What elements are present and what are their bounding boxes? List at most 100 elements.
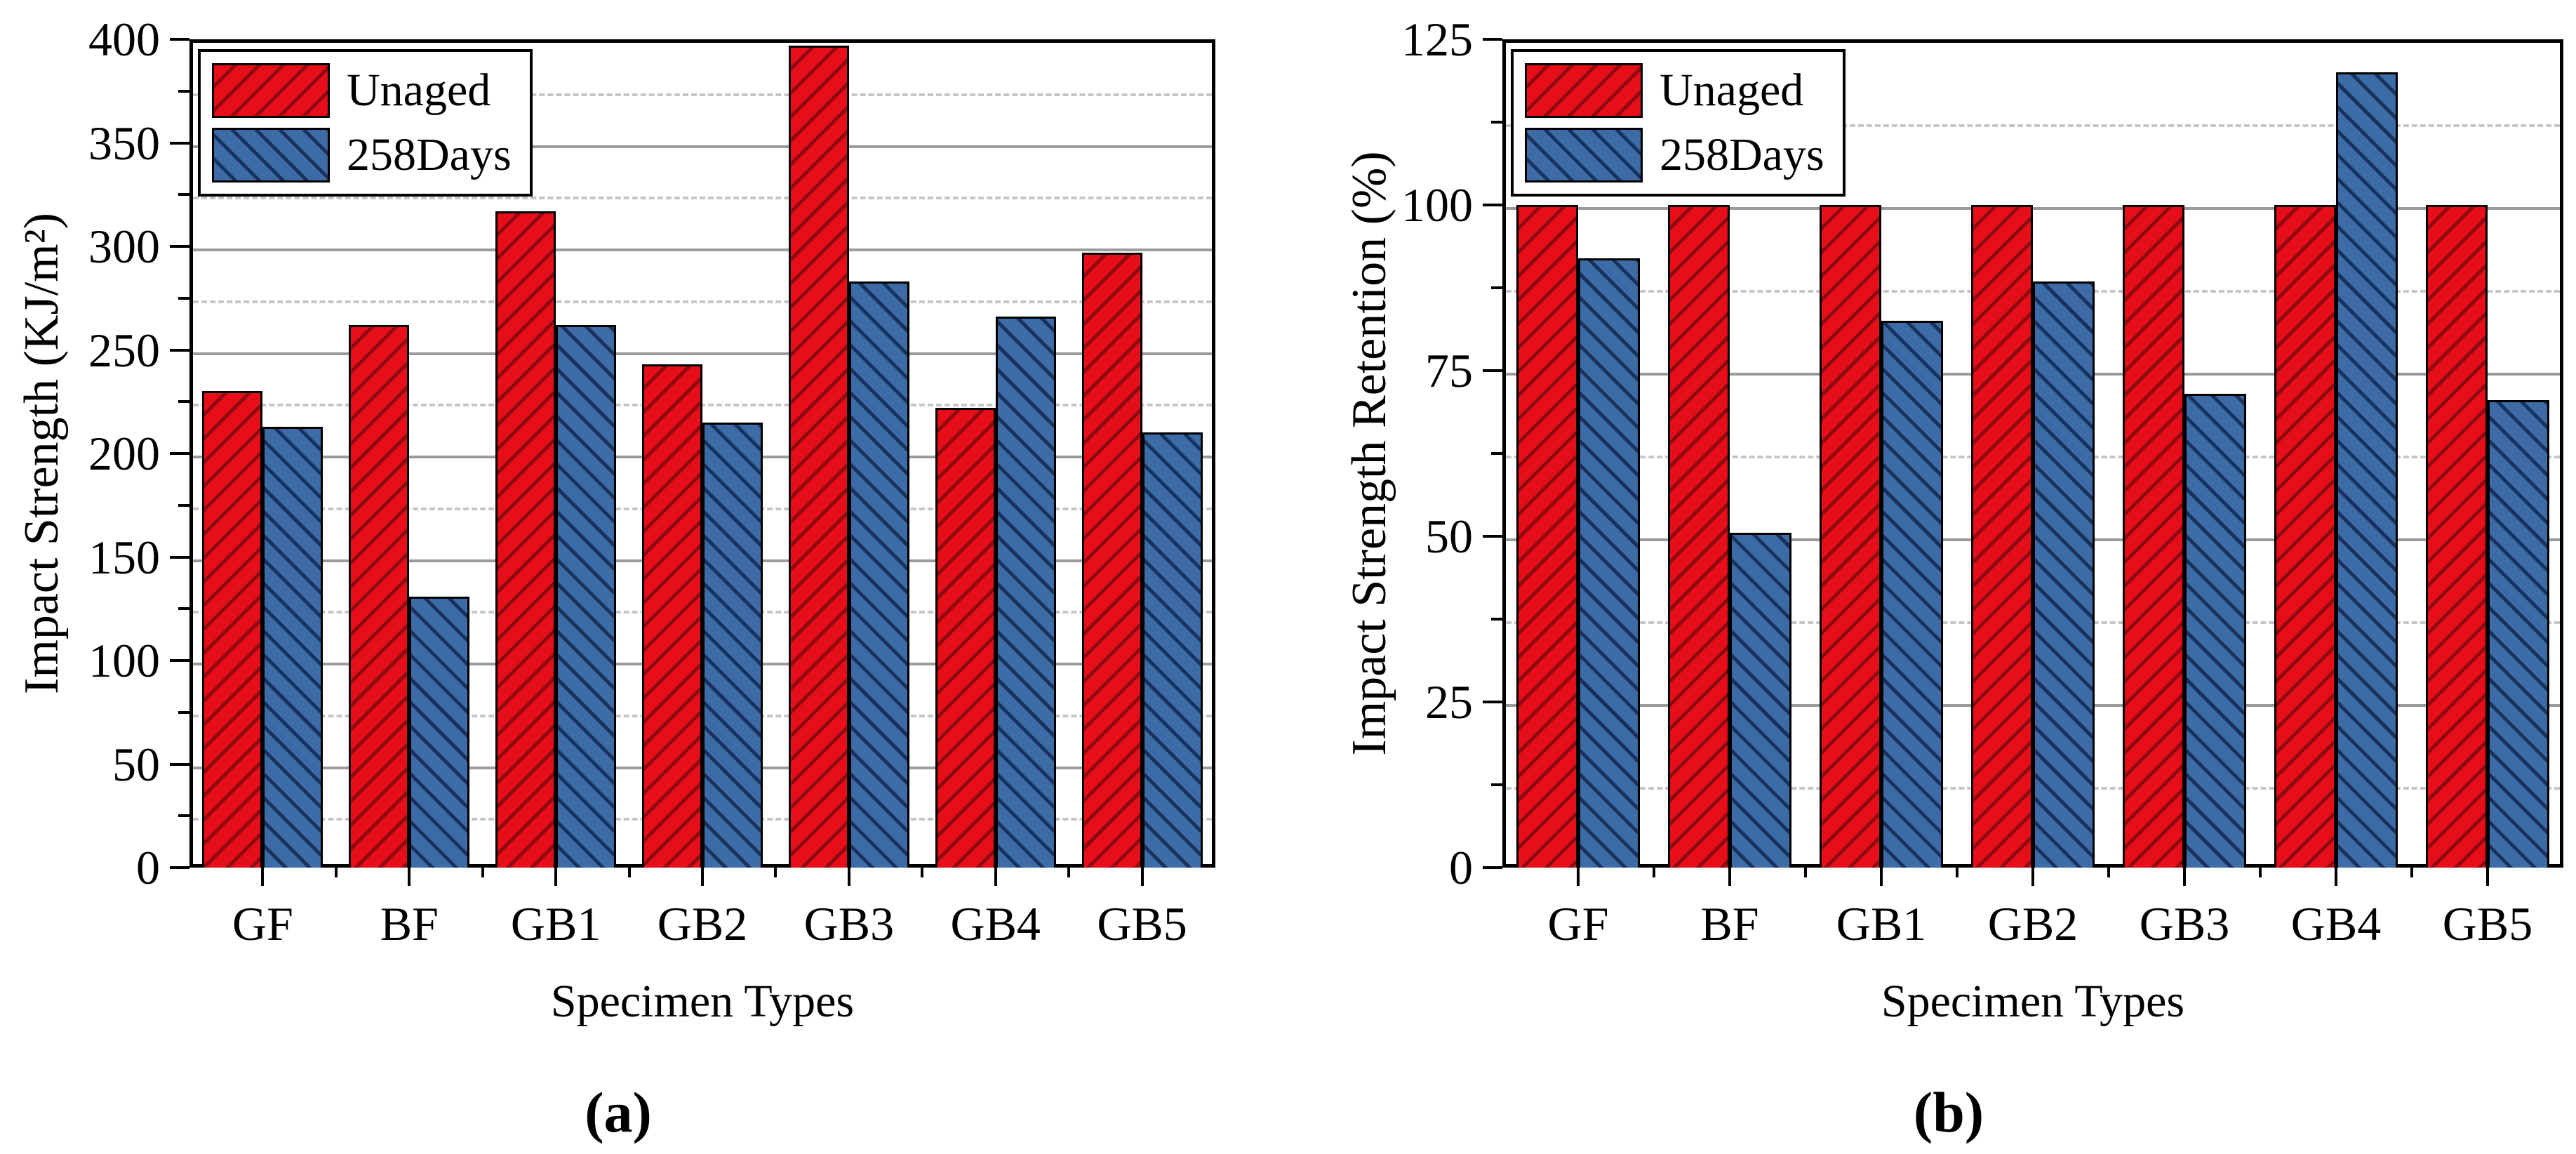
y-tick-label-25: 25 xyxy=(1425,675,1473,729)
x-tick-minor xyxy=(481,868,484,877)
x-tick-major xyxy=(1577,868,1580,886)
y-tick-minor xyxy=(178,607,189,611)
y-tick-minor xyxy=(1491,783,1502,786)
bar-unaged-gb4 xyxy=(2274,205,2336,868)
x-tick-major xyxy=(2335,868,2337,886)
y-tick-minor xyxy=(178,710,189,714)
category-label-gb1: GB1 xyxy=(510,897,601,950)
x-tick-minor xyxy=(1956,868,1958,877)
gridline-minor xyxy=(193,300,1212,303)
y-tick-label-200: 200 xyxy=(88,427,160,480)
y-tick-major xyxy=(170,452,189,455)
y-tick-label-50: 50 xyxy=(1425,510,1473,563)
category-label-gb5: GB5 xyxy=(2442,897,2533,950)
category-label-gb4: GB4 xyxy=(2290,897,2382,950)
x-tick-major xyxy=(1880,868,1883,886)
y-tick-major xyxy=(170,555,189,559)
y-tick-major xyxy=(1483,38,1502,41)
bar-258days-gf xyxy=(1578,258,1640,868)
x-axis-label: Specimen Types xyxy=(550,976,855,1027)
bar-unaged-gb3 xyxy=(2123,205,2184,868)
bar-258days-gb4 xyxy=(995,317,1056,868)
x-tick-minor xyxy=(2259,868,2262,877)
gridline-major xyxy=(1506,207,2560,210)
category-label-gb3: GB3 xyxy=(803,897,895,950)
category-label-gb1: GB1 xyxy=(1836,897,1927,950)
x-tick-minor xyxy=(627,868,631,877)
bar-unaged-gb3 xyxy=(788,46,849,868)
bar-unaged-gb1 xyxy=(1820,205,1881,868)
bar-258days-gb5 xyxy=(1142,432,1203,868)
category-label-gf: GF xyxy=(232,897,293,950)
y-tick-major xyxy=(170,659,189,662)
category-label-bf: BF xyxy=(1700,897,1759,950)
x-tick-major xyxy=(1728,868,1731,886)
y-tick-major xyxy=(170,762,189,766)
gridline-minor xyxy=(193,197,1212,200)
y-tick-major xyxy=(170,866,189,869)
bar-258days-bf xyxy=(409,597,470,868)
x-tick-major xyxy=(701,868,704,886)
y-tick-label-150: 150 xyxy=(88,530,160,584)
y-axis-label: Impact Strength Retention (%) xyxy=(1342,151,1396,756)
bar-258days-gb2 xyxy=(2033,281,2095,868)
x-tick-minor xyxy=(1067,868,1071,877)
y-tick-major xyxy=(1483,866,1502,869)
legend-label-unaged: Unaged xyxy=(347,65,491,116)
legend-label-unaged: Unaged xyxy=(1660,65,1804,116)
bar-unaged-gb2 xyxy=(1971,205,2033,868)
bar-258days-gf xyxy=(262,427,323,868)
gridline-minor xyxy=(1506,124,2560,127)
bar-258days-bf xyxy=(1730,533,1791,868)
x-tick-minor xyxy=(921,868,924,877)
x-tick-major xyxy=(554,868,558,886)
bar-258days-gb1 xyxy=(1881,321,1943,868)
y-tick-minor xyxy=(178,193,189,197)
legend: Unaged 258Days xyxy=(1511,49,1846,197)
x-tick-minor xyxy=(334,868,338,877)
panel-label-a: (a) xyxy=(585,1080,652,1144)
y-tick-minor xyxy=(1491,286,1502,289)
y-tick-major xyxy=(170,348,189,352)
x-tick-minor xyxy=(1653,868,1655,877)
bar-258days-gb3 xyxy=(2184,394,2246,868)
unaged-swatch-icon xyxy=(212,63,330,118)
y-tick-major xyxy=(1483,369,1502,372)
y-axis-label: Impact Strength (KJ/m²) xyxy=(15,213,69,694)
y-tick-label-300: 300 xyxy=(88,220,160,273)
y-tick-major xyxy=(170,245,189,248)
legend-label-258days: 258Days xyxy=(1660,129,1824,180)
legend-item-unaged: Unaged xyxy=(1525,63,1824,118)
gridline-major xyxy=(193,248,1212,251)
y-tick-major xyxy=(1483,701,1502,703)
x-tick-major xyxy=(408,868,411,886)
x-tick-minor xyxy=(1804,868,1807,877)
bar-unaged-gb5 xyxy=(1081,253,1142,868)
x-tick-major xyxy=(847,868,850,886)
y-tick-minor xyxy=(1491,452,1502,455)
bar-258days-gb3 xyxy=(848,281,909,868)
x-tick-minor xyxy=(2410,868,2413,877)
bar-258days-gb4 xyxy=(2336,72,2398,868)
bar-258days-gb2 xyxy=(702,423,763,868)
category-label-bf: BF xyxy=(380,897,439,950)
y-tick-label-100: 100 xyxy=(88,634,160,687)
bar-258days-gb1 xyxy=(556,325,617,868)
y-tick-major xyxy=(170,141,189,145)
y-tick-minor xyxy=(1491,618,1502,621)
y-tick-label-125: 125 xyxy=(1401,13,1473,66)
aged-swatch-icon xyxy=(212,128,330,183)
bar-unaged-bf xyxy=(1668,205,1730,868)
y-tick-label-0: 0 xyxy=(1449,841,1473,894)
bar-unaged-gf xyxy=(1516,205,1578,868)
x-tick-major xyxy=(2183,868,2186,886)
x-tick-major xyxy=(2486,868,2489,886)
y-tick-minor xyxy=(178,296,189,300)
y-tick-label-0: 0 xyxy=(136,841,160,894)
category-label-gb2: GB2 xyxy=(657,897,748,950)
y-tick-minor xyxy=(1491,121,1502,124)
y-tick-minor xyxy=(178,814,189,818)
category-label-gb5: GB5 xyxy=(1097,897,1187,950)
legend-label-258days: 258Days xyxy=(347,129,512,180)
x-tick-major xyxy=(994,868,997,886)
